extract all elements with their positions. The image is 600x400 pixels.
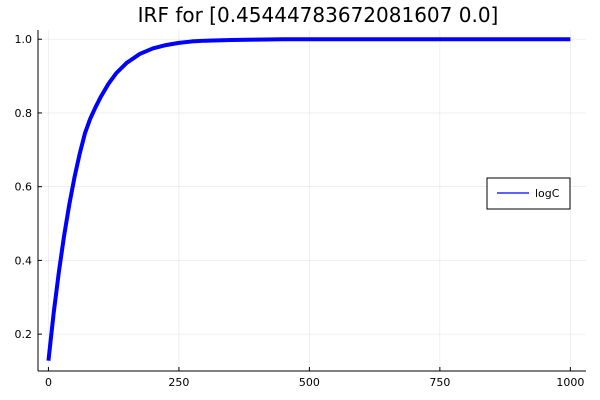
x-tick-label-4: 1000: [556, 376, 584, 389]
y-tick-label-4: 1.0: [15, 33, 33, 46]
series-layer: [46, 37, 571, 361]
legend-label-logc: logC: [535, 187, 560, 200]
chart-title: IRF for [0.45444783672081607 0.0]: [138, 3, 499, 27]
series-line-logc: [46, 37, 571, 361]
y-tick-label-1: 0.4: [15, 254, 33, 267]
x-tick-label-0: 0: [45, 376, 52, 389]
tick-labels: 0 250 500 750 1000 0.2 0.4 0.6 0.8 1.0: [15, 33, 585, 389]
legend: logC: [486, 177, 571, 210]
x-tick-label-1: 250: [168, 376, 189, 389]
y-tick-label-2: 0.6: [15, 181, 33, 194]
x-tick-label-2: 500: [299, 376, 320, 389]
x-tick-label-3: 750: [429, 376, 450, 389]
y-tick-label-0: 0.2: [15, 328, 33, 341]
axes: [37, 30, 586, 372]
y-tick-label-3: 0.8: [15, 107, 33, 120]
